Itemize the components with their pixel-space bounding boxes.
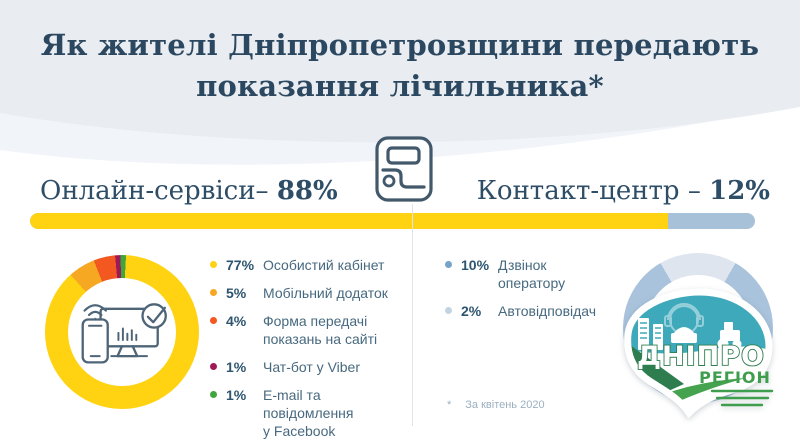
online-value: 88% bbox=[276, 176, 338, 206]
item-label: Форма передачі показань на сайті bbox=[263, 313, 378, 347]
list-item: 1% Чат-бот у Viber bbox=[210, 358, 405, 376]
bullet-icon bbox=[210, 261, 217, 268]
item-label: Автовідповідач bbox=[498, 303, 597, 319]
online-label: Онлайн-сервіси– bbox=[40, 176, 269, 206]
footnote-text: За квітень 2020 bbox=[465, 399, 545, 411]
online-items-list: 77% Особистий кабінет 5% Мобільний додат… bbox=[210, 256, 405, 445]
section-heading-online: Онлайн-сервіси– 88% bbox=[40, 176, 338, 206]
item-label: Чат-бот у Viber bbox=[263, 359, 361, 375]
bullet-icon bbox=[210, 317, 217, 324]
section-heading-contact: Контакт-центр – 12% bbox=[477, 176, 770, 206]
share-bar-online-fill bbox=[30, 213, 668, 229]
contact-items-list: 10% Дзвінок оператору 2% Автовідповідач bbox=[445, 256, 620, 330]
page-title: Як жителі Дніпропетровщини передають пок… bbox=[0, 25, 800, 107]
online-donut-hole bbox=[68, 278, 176, 386]
bullet-icon bbox=[210, 363, 217, 370]
bullet-icon bbox=[445, 307, 452, 314]
list-item: 5% Мобільний додаток bbox=[210, 284, 405, 302]
page-title-line2: показання лічильника* bbox=[196, 69, 604, 103]
online-donut-chart bbox=[45, 255, 199, 409]
logo-speed-lines bbox=[710, 389, 774, 407]
item-percent: 4% bbox=[226, 313, 247, 329]
bullet-icon bbox=[210, 391, 217, 398]
dnipro-region-logo: ДНІПРО РЕГІОН bbox=[624, 288, 774, 419]
item-label: Дзвінок оператору bbox=[498, 257, 566, 291]
list-item: 4% Форма передачі показань на сайті bbox=[210, 312, 405, 348]
list-item: 2% Автовідповідач bbox=[445, 302, 620, 320]
contact-value: 12% bbox=[709, 176, 770, 206]
item-label: Мобільний додаток bbox=[263, 285, 388, 301]
share-bar bbox=[30, 213, 755, 229]
contact-label: Контакт-центр – bbox=[476, 176, 701, 206]
bullet-icon bbox=[445, 261, 452, 268]
item-percent: 5% bbox=[226, 285, 247, 301]
list-item: 10% Дзвінок оператору bbox=[445, 256, 620, 292]
page-title-line1: Як жителі Дніпропетровщини передають bbox=[40, 28, 760, 62]
footnote-asterisk: * bbox=[447, 399, 452, 411]
list-item: 77% Особистий кабінет bbox=[210, 256, 405, 274]
logo-text-region: РЕГІОН bbox=[699, 368, 771, 387]
item-percent: 1% bbox=[226, 359, 247, 375]
logo-text-dnipro: ДНІПРО bbox=[637, 341, 765, 372]
item-percent: 2% bbox=[461, 303, 482, 319]
header-wave-background bbox=[0, 0, 800, 165]
bullet-icon bbox=[210, 289, 217, 296]
footnote: * За квітень 2020 bbox=[447, 399, 545, 411]
list-item: 1% E-mail та повідомлення у Facebook bbox=[210, 386, 405, 440]
item-percent: 77% bbox=[226, 257, 255, 273]
vertical-divider bbox=[412, 204, 413, 426]
item-label: Особистий кабінет bbox=[263, 257, 385, 273]
item-percent: 10% bbox=[461, 257, 490, 273]
meter-icon bbox=[375, 136, 433, 202]
item-percent: 1% bbox=[226, 387, 247, 403]
phone-monitor-icon bbox=[81, 303, 167, 364]
item-label: E-mail та повідомлення у Facebook bbox=[263, 387, 354, 439]
